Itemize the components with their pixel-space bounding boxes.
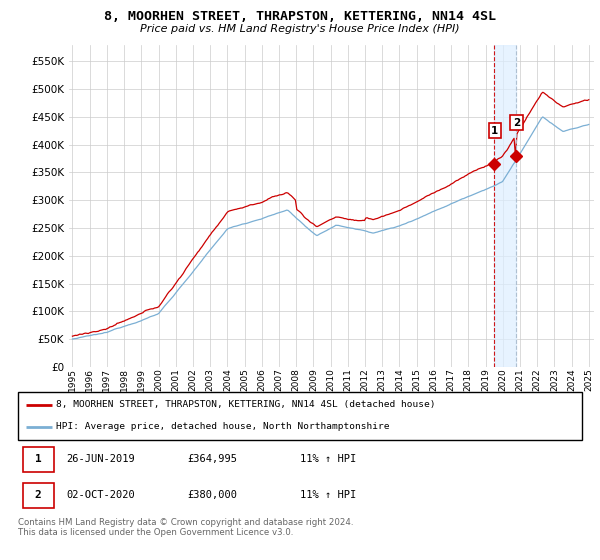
Text: 8, MOORHEN STREET, THRAPSTON, KETTERING, NN14 4SL: 8, MOORHEN STREET, THRAPSTON, KETTERING,… (104, 10, 496, 23)
Text: 8, MOORHEN STREET, THRAPSTON, KETTERING, NN14 4SL (detached house): 8, MOORHEN STREET, THRAPSTON, KETTERING,… (56, 400, 436, 409)
Text: 1: 1 (35, 454, 41, 464)
FancyBboxPatch shape (18, 392, 582, 440)
Text: 11% ↑ HPI: 11% ↑ HPI (300, 454, 356, 464)
Bar (494, 45, 515, 367)
Text: Contains HM Land Registry data © Crown copyright and database right 2024.
This d: Contains HM Land Registry data © Crown c… (18, 518, 353, 538)
Text: 1: 1 (491, 126, 499, 136)
Text: £364,995: £364,995 (187, 454, 237, 464)
Text: 11% ↑ HPI: 11% ↑ HPI (300, 491, 356, 501)
Text: 2: 2 (35, 491, 41, 501)
Text: 2: 2 (513, 118, 520, 128)
FancyBboxPatch shape (23, 483, 53, 508)
Text: HPI: Average price, detached house, North Northamptonshire: HPI: Average price, detached house, Nort… (56, 422, 390, 431)
Text: Price paid vs. HM Land Registry's House Price Index (HPI): Price paid vs. HM Land Registry's House … (140, 24, 460, 34)
Text: 02-OCT-2020: 02-OCT-2020 (66, 491, 134, 501)
FancyBboxPatch shape (23, 447, 53, 472)
Text: £380,000: £380,000 (187, 491, 237, 501)
Text: 26-JUN-2019: 26-JUN-2019 (66, 454, 134, 464)
